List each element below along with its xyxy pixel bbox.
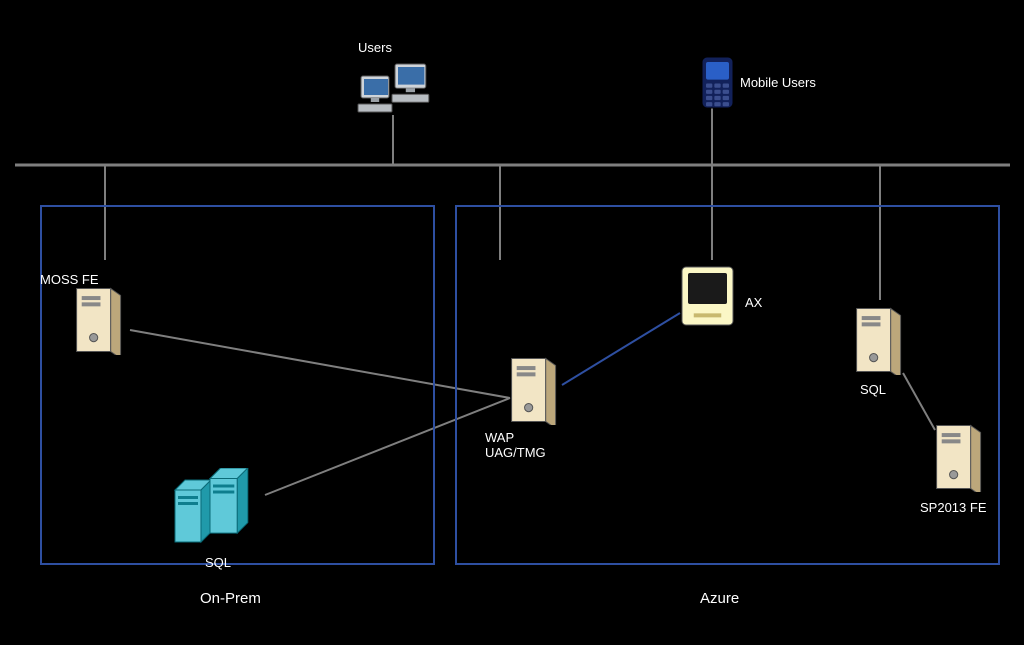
label-SQL: SQL xyxy=(205,555,231,570)
node-WAP-icon xyxy=(505,355,560,425)
label-WAP: WAP UAG/TMG xyxy=(485,430,546,460)
label-SP2013: SP2013 FE xyxy=(920,500,987,515)
node-AX-icon xyxy=(680,265,735,327)
label-SQL2: SQL xyxy=(860,382,886,397)
node-users-icon xyxy=(355,60,445,130)
zone-footer-onprem: On-Prem xyxy=(200,590,261,607)
node-SQL2-icon xyxy=(850,305,905,375)
label-AX: AX xyxy=(745,295,762,310)
diagram-canvas: Users Mobile Users MOSS FE SQL WAP UAG/TMG AX… xyxy=(0,0,1024,645)
label-MOSSFE: MOSS FE xyxy=(40,272,99,287)
node-mobile-icon xyxy=(700,55,735,110)
label-users: Users xyxy=(358,40,392,55)
node-SQL-icon xyxy=(170,468,260,546)
zone-footer-azure: Azure xyxy=(700,590,739,607)
node-SP2013-icon xyxy=(930,422,985,492)
node-MOSSFE-icon xyxy=(70,285,125,355)
label-mobile: Mobile Users xyxy=(740,75,816,90)
